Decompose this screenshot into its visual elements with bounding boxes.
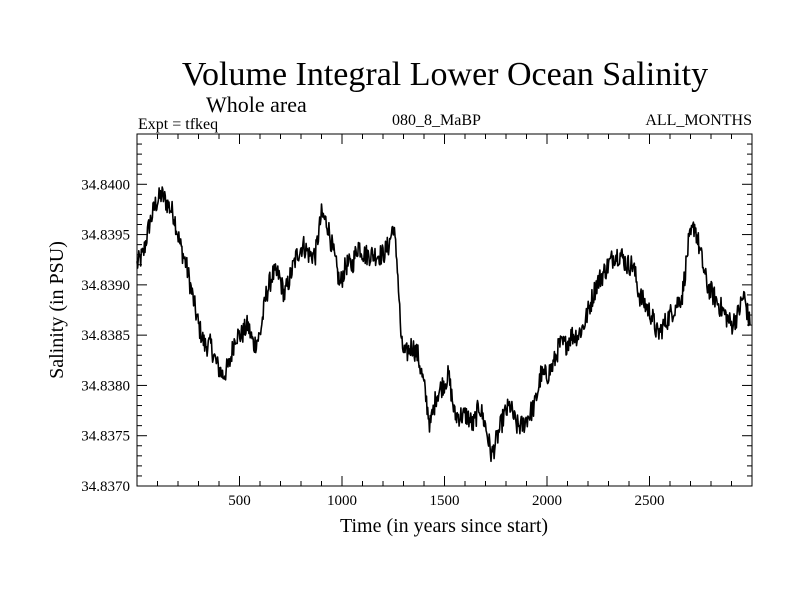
run-label: 080_8_MaBP [392,112,481,129]
x-tick-label: 2500 [635,493,665,509]
y-tick-label: 34.8375 [81,429,130,445]
plot-frame [136,133,753,487]
y-tick-label: 34.8385 [81,328,130,344]
y-tick-label: 34.8380 [81,378,130,394]
x-tick-label: 1500 [430,493,460,509]
x-tick-label: 1000 [327,493,357,509]
series-line [136,186,751,463]
y-tick-label: 34.8390 [81,278,130,294]
chart-title: Volume Integral Lower Ocean Salinity [181,56,709,93]
y-axis-title: Salinity (in PSU) [46,241,68,379]
months-label: ALL_MONTHS [645,112,752,129]
chart-subtitle: Whole area [206,92,307,117]
x-axis-title: Time (in years since start) [340,515,548,537]
y-tick-label: 34.8370 [81,479,130,495]
y-tick-label: 34.8400 [81,177,130,193]
experiment-label: Expt = tfkeq [138,116,219,133]
x-tick-label: 500 [228,493,251,509]
x-tick-label: 2000 [532,493,562,509]
y-tick-label: 34.8395 [81,228,130,244]
